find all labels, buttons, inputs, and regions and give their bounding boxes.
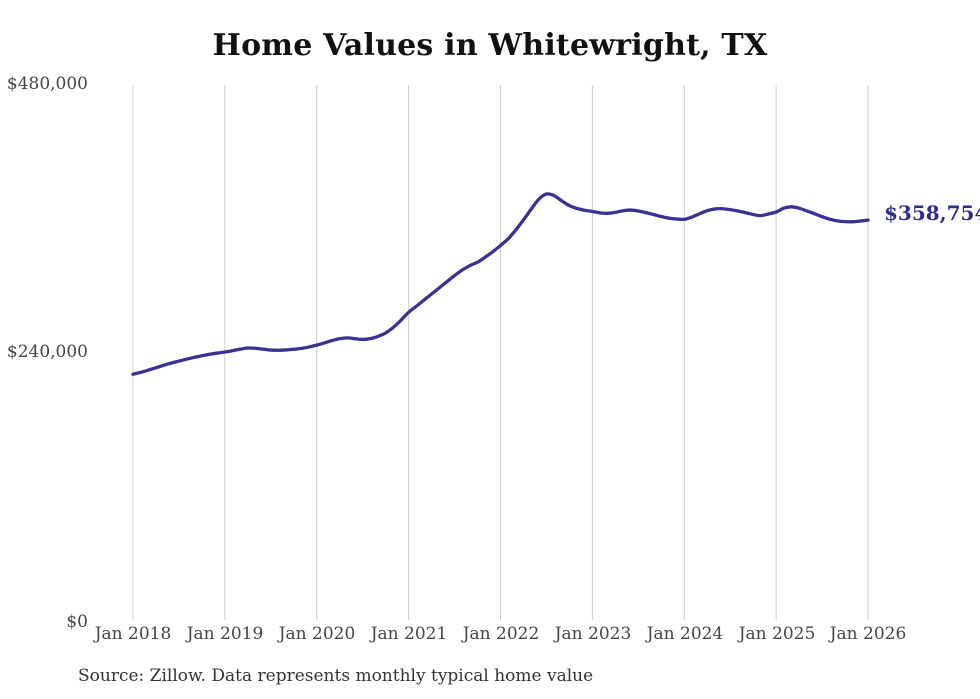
x-axis-tick-jan-2018: Jan 2018 [94, 624, 172, 644]
chart-title: Home Values in Whitewright, TX [212, 28, 768, 63]
x-axis-tick-jan-2024: Jan 2024 [646, 624, 724, 644]
y-axis-tick-0: $0 [66, 612, 88, 632]
source-note: Source: Zillow. Data represents monthly … [78, 666, 594, 686]
x-axis-tick-jan-2025: Jan 2025 [738, 624, 816, 644]
x-axis-tick-jan-2022: Jan 2022 [462, 624, 540, 644]
latest-value-label: $358,754 [884, 201, 980, 225]
x-axis-tick-jan-2020: Jan 2020 [278, 624, 356, 644]
y-axis-tick-480000: $480,000 [6, 74, 88, 94]
x-axis-tick-jan-2019: Jan 2019 [186, 624, 264, 644]
x-axis-tick-jan-2021: Jan 2021 [370, 624, 448, 644]
x-axis-tick-jan-2023: Jan 2023 [554, 624, 632, 644]
x-axis-tick-jan-2026: Jan 2026 [829, 624, 907, 644]
y-axis-tick-240000: $240,000 [6, 342, 88, 362]
home-value-line [131, 192, 870, 376]
